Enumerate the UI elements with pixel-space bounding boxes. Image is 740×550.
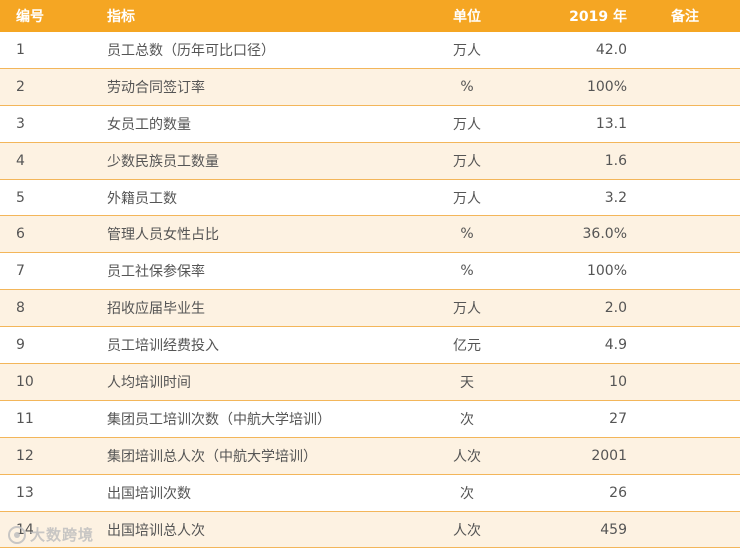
row-unit: 万人 — [453, 116, 481, 133]
row-name: 人均培训时间 — [107, 374, 191, 391]
row-note — [650, 32, 720, 68]
row-note — [650, 143, 720, 179]
row-no: 8 — [16, 300, 25, 317]
row-name: 出国培训次数 — [107, 485, 191, 502]
table-row: 7 员工社保参保率% 100% — [0, 253, 740, 291]
watermark-text: 大数跨境 — [30, 526, 95, 544]
row-value: 27 — [609, 410, 627, 427]
row-no: 1 — [16, 41, 25, 58]
row-unit: 亿元 — [453, 338, 481, 355]
row-no: 7 — [16, 263, 25, 280]
table-row: 11 集团员工培训次数（中航大学培训） 次 27 — [0, 401, 740, 438]
row-name: 员工社保参保率 — [107, 264, 205, 281]
row-value: 4.9 — [604, 337, 627, 354]
row-no: 3 — [16, 115, 25, 132]
row-value: 100% — [586, 263, 627, 280]
row-no: 11 — [16, 410, 34, 427]
table-row: 6 管理人员女性占比% 36.0% — [0, 216, 740, 254]
table-row: 1 员工总数（历年可比口径） 万人 42.0 — [0, 32, 740, 69]
row-unit: 人次 — [453, 448, 481, 465]
row-value: 3.2 — [604, 189, 627, 206]
row-name: 外籍员工数 — [107, 190, 177, 207]
row-value: 1.6 — [604, 152, 627, 169]
row-unit: 次 — [460, 485, 474, 502]
row-unit: % — [460, 78, 474, 95]
table-row: 13 出国培训次数 次 26 — [0, 475, 740, 512]
header-note: 备注 — [671, 9, 699, 25]
table-row: 4 少数民族员工数量 万人 1.6 — [0, 142, 740, 180]
table-row: 10 人均培训时间 天 10 — [0, 364, 740, 401]
row-unit: 万人 — [453, 190, 481, 207]
table-row: 2 劳动合同签订率% 100% — [0, 68, 740, 106]
row-note — [650, 364, 720, 400]
row-unit: 万人 — [453, 42, 481, 59]
watermark: 大数跨境 — [8, 524, 94, 545]
row-no: 4 — [16, 152, 25, 169]
row-note — [650, 327, 720, 363]
row-name: 少数民族员工数量 — [107, 153, 219, 170]
row-no: 2 — [16, 78, 25, 95]
row-name: 集团培训总人次（中航大学培训） — [107, 448, 317, 465]
row-value: 2.0 — [604, 300, 627, 317]
row-value: 100% — [586, 78, 627, 95]
row-no: 12 — [16, 447, 34, 464]
row-unit: 次 — [460, 411, 474, 428]
header-unit: 单位 — [453, 9, 481, 25]
row-unit: % — [460, 263, 474, 280]
row-value: 36.0% — [582, 226, 627, 243]
row-note — [650, 290, 720, 326]
row-name: 管理人员女性占比 — [107, 227, 219, 244]
row-unit: 万人 — [453, 153, 481, 170]
header-name: 指标 — [107, 9, 135, 25]
table-row: 5 外籍员工数 万人 3.2 — [0, 180, 740, 217]
table-row: 9 员工培训经费投入 亿元 4.9 — [0, 327, 740, 365]
row-unit: % — [460, 226, 474, 243]
table-header-row: 编号 指标 单位 2019 年 备注 — [0, 0, 740, 32]
row-value: 2001 — [591, 447, 627, 464]
row-name: 集团员工培训次数（中航大学培训） — [107, 411, 331, 428]
row-note — [650, 438, 720, 474]
row-no: 13 — [16, 484, 34, 501]
row-no: 6 — [16, 226, 25, 243]
row-unit: 万人 — [453, 301, 481, 318]
row-note — [650, 180, 720, 216]
row-value: 42.0 — [595, 41, 627, 58]
row-unit: 人次 — [453, 522, 481, 539]
row-name: 劳动合同签订率 — [107, 79, 205, 96]
row-note — [650, 253, 720, 289]
row-value: 459 — [600, 521, 627, 538]
table-row: 12 集团培训总人次（中航大学培训） 人次 2001 — [0, 437, 740, 475]
row-name: 招收应届毕业生 — [107, 301, 205, 318]
table-row: 8 招收应届毕业生 万人 2.0 — [0, 290, 740, 328]
row-value: 10 — [609, 373, 627, 390]
header-no: 编号 — [16, 9, 44, 25]
row-name: 员工培训经费投入 — [107, 338, 219, 355]
table-row: 3 女员工的数量 万人 13.1 — [0, 106, 740, 143]
row-name: 员工总数（历年可比口径） — [107, 42, 275, 59]
row-value: 26 — [609, 484, 627, 501]
row-note — [650, 216, 720, 252]
row-note — [650, 475, 720, 511]
row-name: 出国培训总人次 — [107, 522, 205, 539]
row-note — [650, 69, 720, 105]
row-no: 5 — [16, 189, 25, 206]
table-row: 14 出国培训总人次 人次 459 — [0, 511, 740, 549]
row-value: 13.1 — [595, 115, 627, 132]
row-note — [650, 512, 720, 548]
row-name: 女员工的数量 — [107, 116, 191, 133]
row-no: 9 — [16, 337, 25, 354]
header-year: 2019 年 — [569, 9, 627, 25]
watermark-logo-icon — [8, 525, 26, 544]
row-no: 10 — [16, 373, 34, 390]
row-unit: 天 — [460, 374, 474, 391]
row-note — [650, 106, 720, 142]
row-note — [650, 401, 720, 437]
